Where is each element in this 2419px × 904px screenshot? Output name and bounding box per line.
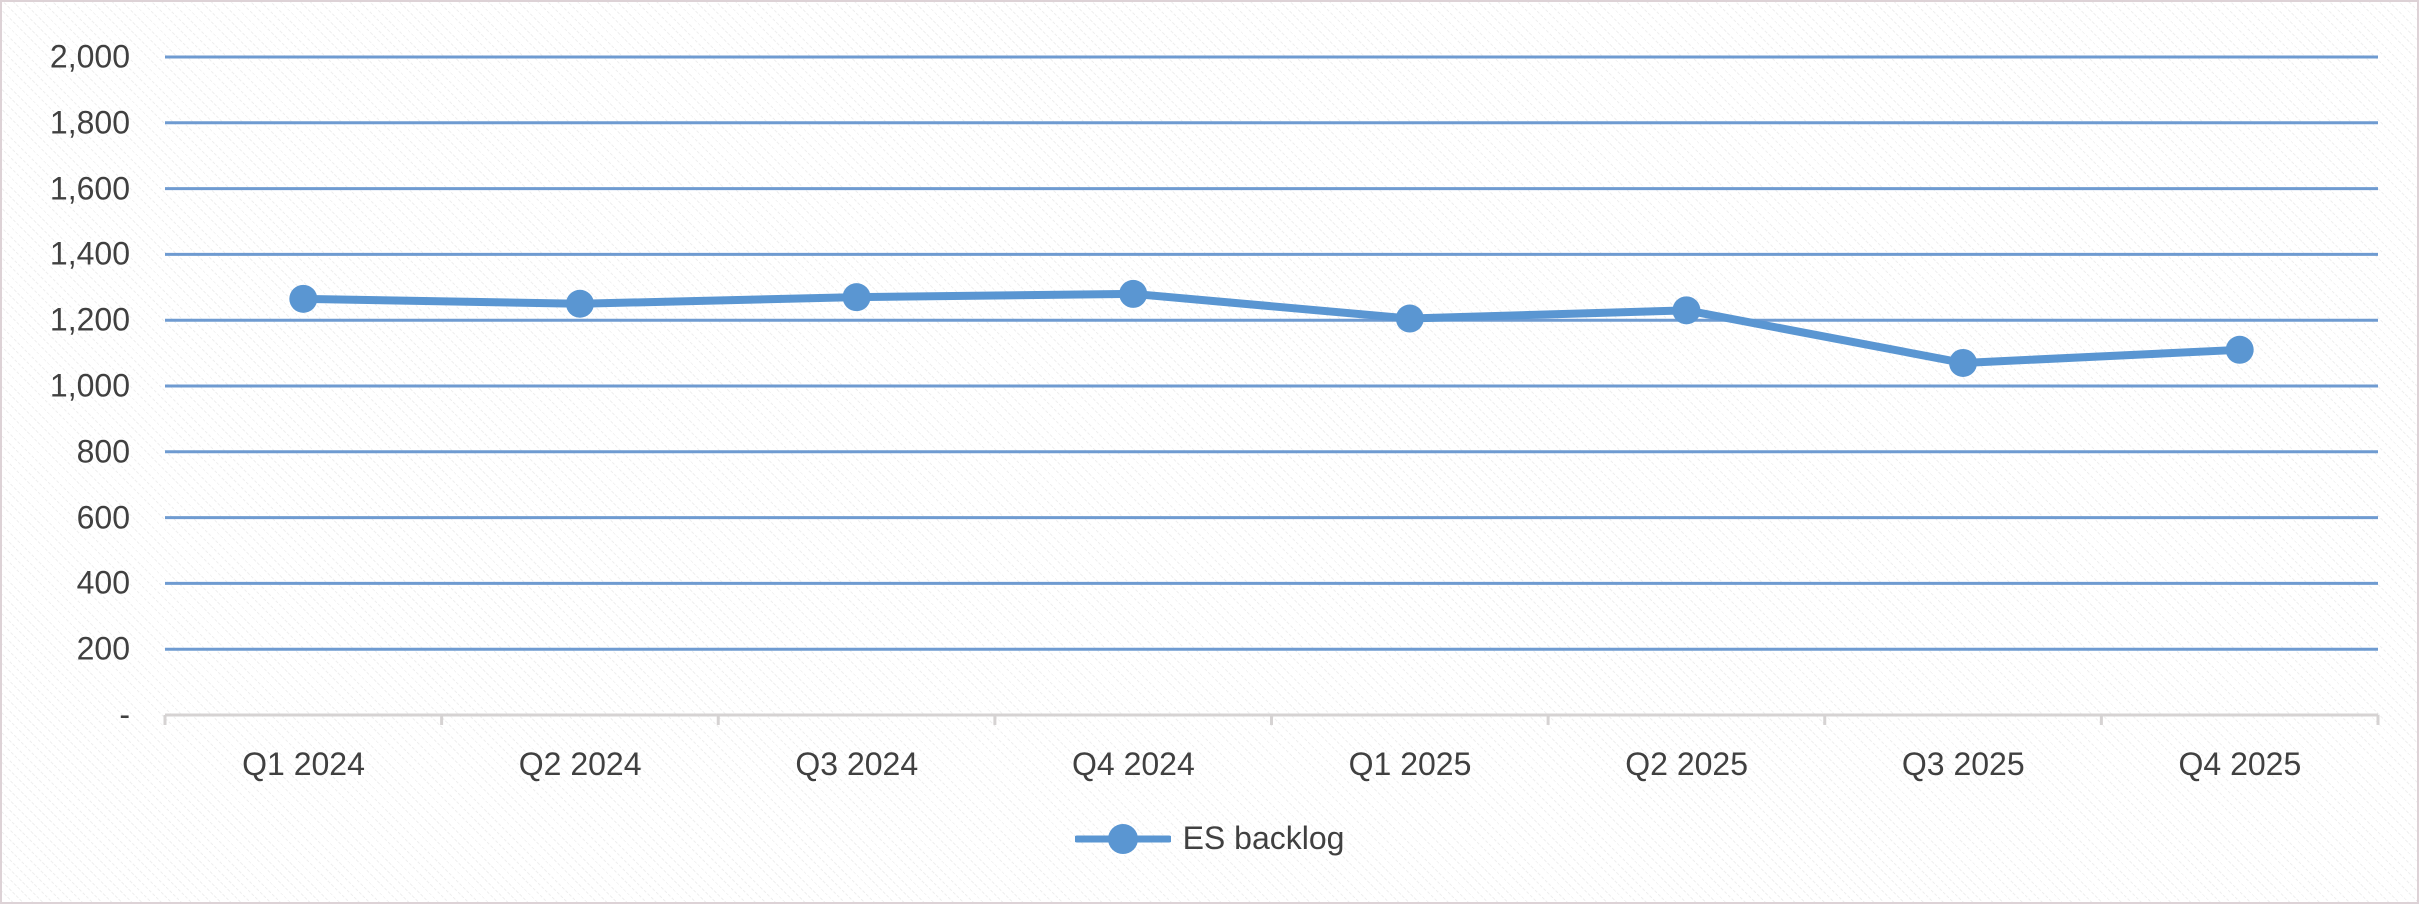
series-line: [299, 289, 2244, 367]
x-axis-label: Q2 2024: [518, 746, 642, 782]
data-point-marker: [1672, 296, 1701, 325]
data-point-marker: [1949, 348, 1978, 377]
x-axis-label: Q4 2024: [1071, 746, 1195, 782]
y-axis-label: 600: [76, 499, 130, 536]
data-point-marker: [565, 289, 594, 318]
x-axis-label: Q2 2025: [1625, 746, 1748, 782]
legend: ES backlog: [2, 820, 2417, 857]
data-point-marker: [289, 284, 318, 313]
y-axis-label: 200: [76, 630, 130, 667]
legend-line-marker-icon: [1074, 823, 1171, 854]
x-axis-label: Q1 2024: [242, 746, 365, 782]
x-axis-label: Q3 2024: [795, 746, 919, 782]
data-point-marker: [1119, 279, 1148, 308]
y-axis-label: 1,800: [49, 104, 130, 141]
legend-marker-dot: [1107, 823, 1138, 854]
y-axis-label: -: [119, 696, 130, 733]
y-axis-label: 1,400: [49, 235, 130, 272]
y-axis-label: 2,000: [49, 38, 130, 75]
data-point-marker: [1395, 304, 1424, 333]
y-axis-label: 1,000: [49, 367, 130, 404]
y-axis-label: 1,600: [49, 170, 130, 207]
x-axis-label: Q4 2025: [2178, 746, 2302, 782]
x-axis-label: Q1 2025: [1348, 746, 1472, 782]
data-point-marker: [2225, 335, 2254, 364]
x-axis-label: Q3 2025: [1901, 746, 2025, 782]
legend-label: ES backlog: [1182, 820, 1345, 856]
y-axis-label: 1,200: [49, 301, 130, 338]
data-point-marker: [842, 283, 871, 312]
y-axis-label: 400: [76, 564, 130, 601]
y-axis-label: 800: [76, 433, 130, 470]
